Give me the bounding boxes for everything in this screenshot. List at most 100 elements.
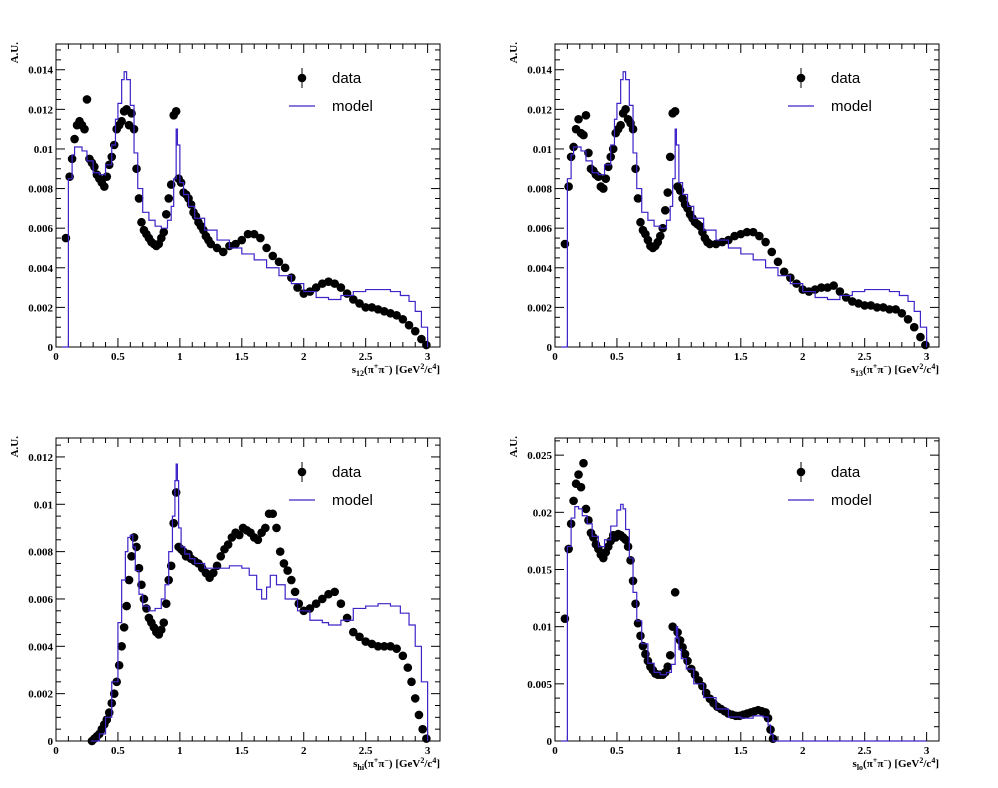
x-tick-label: 2 (800, 351, 806, 363)
data-point (891, 305, 900, 314)
model-line (561, 503, 927, 742)
x-tick-label: 1.5 (734, 745, 748, 757)
data-point (280, 263, 290, 273)
y-axis-title: A.U. (508, 436, 520, 458)
chart-panel-bottom-right: 0 0.5 1 1.5 2 2.5 3 0 0.005 0.01 0.015 0.02 0.025 A.U… (508, 436, 940, 772)
x-tick-label: 2.5 (858, 745, 872, 757)
data-point (342, 289, 352, 298)
x-axis-title-mid4: /c (922, 758, 931, 770)
x-axis-title-end: ] (436, 758, 440, 770)
x-tick-label: 2.5 (858, 351, 872, 363)
data-point (631, 599, 640, 609)
data-point (584, 516, 593, 525)
data-point (336, 599, 346, 609)
data-point (169, 518, 178, 528)
legend-data-marker (796, 467, 806, 477)
legend-data-label: data (831, 70, 861, 87)
legend-data-marker (297, 467, 307, 477)
x-axis-title-mid3: ) [GeV (888, 758, 920, 770)
x-axis-title-mid2: π (378, 364, 384, 376)
data-point (119, 623, 129, 632)
data-point (683, 656, 692, 666)
data-point (90, 162, 99, 172)
data-point (253, 535, 263, 545)
y-tick-label: 0.008 (527, 184, 552, 196)
data-point (223, 540, 233, 549)
data-point (403, 663, 413, 672)
data-point (564, 182, 573, 191)
x-axis-title-mid2: π (877, 364, 883, 376)
data-point (631, 164, 640, 174)
data-point (921, 340, 930, 350)
x-axis-title-end: ] (935, 758, 939, 770)
data-point (767, 247, 777, 257)
data-point (261, 523, 270, 533)
legend: data model (788, 68, 872, 115)
y-tick-label: 0.004 (28, 263, 53, 275)
y-axis-title: A.U. (9, 436, 21, 458)
x-axis-title: slo(π+π−) [GeV2/c4] (853, 756, 939, 772)
x-axis-title-sup1: + (374, 362, 379, 371)
data-point (290, 587, 300, 597)
x-axis-title-sup2: − (883, 756, 888, 765)
chart-panel-bottom-left: 0 0.5 1 1.5 2 2.5 3 0 0.002 0.004 0.006 0.008 0.01 0.… (9, 436, 441, 772)
data-point (569, 496, 578, 506)
data-point (636, 217, 645, 227)
data-point (417, 334, 426, 344)
x-tick-label: 3 (425, 745, 431, 757)
data-point (330, 279, 340, 288)
y-tick-label: 0 (547, 342, 553, 354)
plot-frame (55, 437, 441, 742)
y-tick-label: 0 (48, 736, 54, 748)
data-point (742, 227, 752, 237)
data-point (616, 120, 625, 130)
x-axis-title-sup3: 2 (919, 362, 923, 371)
data-point (422, 340, 431, 350)
x-tick-label: 2 (301, 351, 307, 363)
x-axis-title-mid: (π (364, 758, 374, 770)
x-axis-title-base: s (352, 364, 357, 376)
data-point (392, 311, 401, 320)
x-axis-title-mid4: /c (922, 364, 931, 376)
y-tick-label: 0 (547, 736, 553, 748)
data-point (916, 332, 925, 342)
data-point (330, 587, 340, 597)
x-axis-title-sup1: + (873, 756, 878, 765)
x-tick-label: 0.5 (610, 351, 624, 363)
x-tick-label: 0 (552, 745, 558, 757)
y-tick-label: 0.006 (28, 594, 53, 606)
data-point (576, 482, 586, 492)
data-point (748, 227, 758, 237)
data-point (311, 283, 321, 292)
data-point (102, 172, 112, 181)
data-point (164, 194, 174, 203)
x-axis-title-mid: (π (863, 758, 873, 770)
data-point (670, 588, 680, 597)
legend-data-label: data (831, 464, 861, 481)
data-point (422, 734, 431, 743)
data-point (755, 231, 764, 241)
data-markers (560, 105, 930, 350)
y-tick-label: 0.012 (28, 104, 53, 116)
data-point (311, 599, 321, 609)
x-tick-label: 3 (924, 351, 930, 363)
data-point (574, 114, 583, 124)
y-tick-label: 0.008 (28, 184, 53, 196)
x-axis-title-sup4: 4 (931, 756, 935, 765)
x-axis-title-mid2: π (877, 758, 883, 770)
x-tick-label: 1 (676, 745, 682, 757)
y-axis-title: A.U. (9, 42, 21, 64)
y-tick-label: 0.014 (28, 65, 53, 77)
x-axis-title-sub: hi (357, 763, 364, 772)
x-axis-title-mid2: π (378, 758, 384, 770)
x-axis-title: s12(π+π−) [GeV2/c4] (352, 362, 440, 378)
data-point (361, 303, 370, 312)
y-tick-label: 0.015 (527, 564, 552, 576)
x-axis-title-sup2: − (384, 362, 389, 371)
legend: data model (289, 462, 373, 509)
legend-data-marker (297, 73, 307, 83)
data-point (275, 547, 285, 556)
legend-model-label: model (332, 492, 373, 509)
data-point (636, 631, 645, 641)
data-point (665, 650, 675, 660)
